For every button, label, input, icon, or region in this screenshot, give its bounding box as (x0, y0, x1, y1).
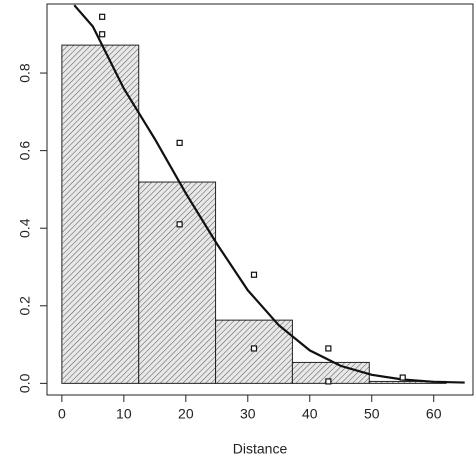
data-point (325, 345, 332, 352)
y-tick-label: 0.2 (17, 296, 33, 316)
y-tick-label: 0.6 (17, 141, 33, 161)
plot-frame (46, 3, 474, 396)
data-point (99, 13, 106, 20)
y-tick-label: 0.0 (17, 373, 33, 393)
data-point (176, 221, 183, 228)
data-point (176, 139, 183, 146)
bar (138, 181, 217, 384)
fitted-curve (73, 4, 465, 384)
x-tick-label: 20 (178, 406, 194, 422)
x-tick-label: 40 (302, 406, 318, 422)
x-tick-label: 30 (240, 406, 256, 422)
data-point (99, 31, 106, 38)
data-point (250, 271, 258, 278)
x-tick-label: 50 (364, 406, 380, 422)
y-tick-label: 0.8 (17, 63, 33, 83)
y-tick-label: 0.4 (17, 218, 33, 238)
bar (61, 44, 140, 384)
x-tick-label: 60 (426, 406, 442, 422)
plot-area (61, 4, 465, 385)
x-tick-label: 10 (116, 406, 132, 422)
data-point (325, 378, 332, 385)
bar (215, 319, 293, 384)
data-point (250, 345, 258, 352)
x-axis-label: Distance (233, 441, 288, 457)
x-tick-label: 0 (58, 406, 66, 422)
data-point (399, 374, 406, 381)
